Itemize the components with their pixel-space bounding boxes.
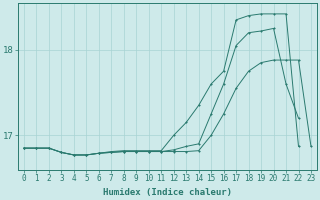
X-axis label: Humidex (Indice chaleur): Humidex (Indice chaleur) [103,188,232,197]
